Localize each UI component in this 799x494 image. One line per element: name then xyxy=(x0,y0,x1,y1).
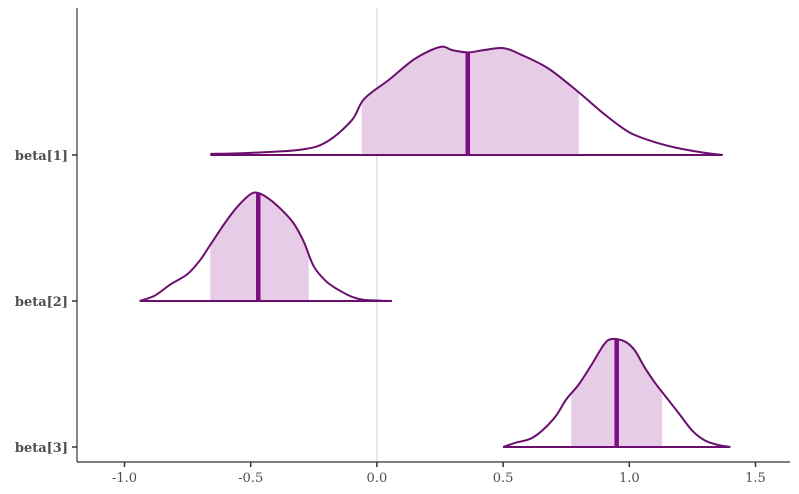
x-tick-label: 0.0 xyxy=(367,471,388,486)
density-curve xyxy=(139,191,393,302)
y-tick-label: beta[2] xyxy=(15,295,68,310)
y-tick-label: beta[3] xyxy=(15,441,68,456)
interval-area xyxy=(361,46,579,155)
series-beta1 xyxy=(210,45,723,156)
series-beta2 xyxy=(139,191,393,302)
y-tick-label: beta[1] xyxy=(15,149,68,164)
x-tick-label: 0.5 xyxy=(493,471,514,486)
axis-layer: -1.0 -0.5 0.0 0.5 1.0 1.5 beta[1] beta[2] beta[3… xyxy=(15,8,790,486)
series-layer xyxy=(139,45,731,448)
x-tick-label: -1.0 xyxy=(112,471,137,486)
x-tick-label: -0.5 xyxy=(238,471,263,486)
x-tick-label: 1.0 xyxy=(619,471,640,486)
density-curve xyxy=(210,45,723,156)
density-curve xyxy=(502,337,731,448)
series-beta3 xyxy=(502,337,731,448)
x-tick-label: 1.5 xyxy=(745,471,766,486)
